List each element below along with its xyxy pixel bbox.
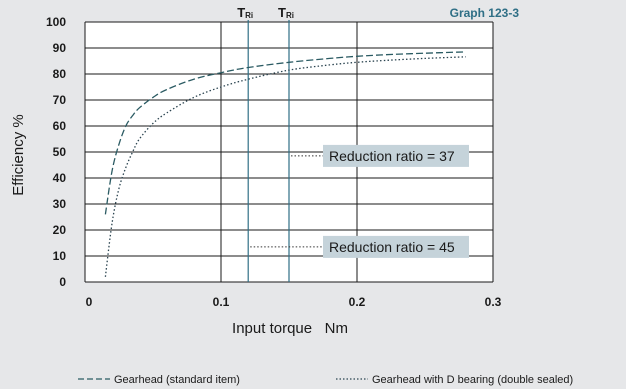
annotation-text: Reduction ratio = 45 <box>329 239 455 255</box>
x-tick-label: 0 <box>86 295 93 309</box>
y-tick-label: 90 <box>53 41 67 55</box>
series <box>104 51 466 277</box>
x-tick-label: 0.2 <box>349 295 366 309</box>
y-tick-label: 30 <box>53 197 67 211</box>
y-tick-label: 50 <box>53 145 67 159</box>
tr-label: TRi <box>278 5 294 20</box>
graph-id: Graph 123-3 <box>450 6 520 20</box>
x-tick-label: 0.1 <box>213 295 230 309</box>
x-axis-label: Input torque Nm <box>232 320 348 337</box>
annotation-text: Reduction ratio = 37 <box>329 148 455 164</box>
y-tick-label: 20 <box>53 223 67 237</box>
annotation-box <box>323 144 469 167</box>
y-ticks: 0 10 20 30 40 50 60 70 80 90 100 <box>46 15 66 289</box>
y-tick-label: 80 <box>53 67 67 81</box>
annotation-box <box>323 235 469 258</box>
legend-label-standard: Gearhead (standard item) <box>114 374 240 386</box>
y-tick-label: 40 <box>53 171 67 185</box>
y-tick-label: 0 <box>59 275 66 289</box>
y-tick-label: 60 <box>53 119 67 133</box>
series-line-d-bearing <box>104 56 466 277</box>
y-axis-label: Efficiency % <box>10 114 27 195</box>
y-tick-label: 70 <box>53 93 67 107</box>
annotations: Reduction ratio = 37 Reduction ratio = 45 <box>250 144 469 258</box>
y-tick-label: 100 <box>46 15 66 29</box>
tr-label: TRi <box>237 5 253 20</box>
legend-label-d-bearing: Gearhead with D bearing (double sealed) <box>372 374 573 386</box>
series-line-standard <box>104 51 466 215</box>
x-tick-label: 0.3 <box>485 295 502 309</box>
legend: Gearhead (standard item) Gearhead with D… <box>78 374 573 386</box>
x-ticks: 0 0.1 0.2 0.3 <box>86 295 502 309</box>
y-tick-label: 10 <box>53 249 67 263</box>
